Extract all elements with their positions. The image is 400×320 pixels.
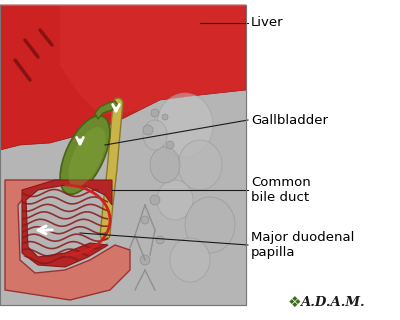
Ellipse shape [143,120,167,150]
Text: ❖: ❖ [288,294,302,309]
Polygon shape [5,180,130,300]
Text: Gallbladder: Gallbladder [251,114,328,126]
Circle shape [151,109,159,117]
Polygon shape [60,5,246,115]
Ellipse shape [68,127,106,187]
Circle shape [140,255,150,265]
Bar [0,5,246,305]
Bar [0,5,246,305]
Circle shape [166,141,174,149]
Text: Common
bile duct: Common bile duct [251,176,311,204]
Circle shape [141,216,149,224]
Text: Major duodenal
papilla: Major duodenal papilla [251,231,354,259]
Ellipse shape [157,93,213,157]
Ellipse shape [60,116,110,194]
Ellipse shape [185,197,235,253]
Polygon shape [95,101,118,119]
Circle shape [150,195,160,205]
Ellipse shape [170,238,210,282]
Polygon shape [0,90,246,305]
Polygon shape [22,180,112,267]
Text: A.D.A.M.: A.D.A.M. [300,295,365,308]
Polygon shape [0,5,246,150]
Circle shape [156,236,164,244]
Ellipse shape [150,147,180,183]
Ellipse shape [178,140,222,190]
Ellipse shape [157,180,193,220]
Text: Liver: Liver [251,17,284,29]
Circle shape [143,125,153,135]
Circle shape [162,114,168,120]
